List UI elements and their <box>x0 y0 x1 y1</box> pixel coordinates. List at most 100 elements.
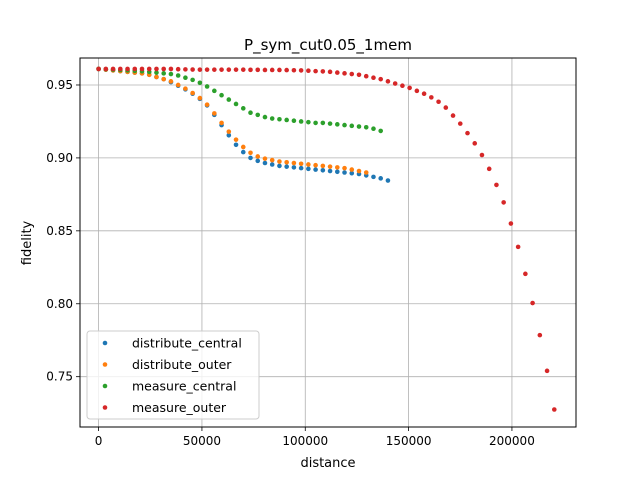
y-tick-label: 0.75 <box>46 370 73 384</box>
data-point-distribute_outer <box>262 156 268 161</box>
data-point-distribute_central <box>269 162 275 167</box>
data-point-distribute_outer <box>204 102 210 107</box>
data-point-measure_central <box>233 101 239 107</box>
data-point-measure_central <box>240 106 246 111</box>
data-point-measure_outer <box>327 69 333 75</box>
data-point-measure_outer <box>407 85 412 91</box>
data-point-distribute_outer <box>161 76 166 82</box>
data-point-measure_outer <box>400 83 405 89</box>
data-point-measure_outer <box>385 79 391 84</box>
data-point-distribute_central <box>291 165 297 170</box>
data-point-measure_outer <box>486 166 492 172</box>
data-point-measure_central <box>161 71 166 76</box>
series-measure_outer <box>96 66 557 412</box>
data-point-measure_outer <box>537 332 543 338</box>
y-tick-label: 0.85 <box>46 224 73 238</box>
data-point-measure_outer <box>457 121 463 126</box>
data-point-distribute_outer <box>349 167 355 172</box>
data-point-measure_central <box>342 122 347 128</box>
data-point-measure_outer <box>139 66 145 72</box>
data-point-measure_outer <box>219 67 224 72</box>
legend-label-distribute_outer: distribute_outer <box>132 357 232 372</box>
data-point-distribute_outer <box>240 144 246 150</box>
data-point-distribute_outer <box>277 159 282 164</box>
data-point-measure_outer <box>277 67 282 73</box>
data-point-measure_outer <box>320 69 326 74</box>
data-point-measure_central <box>349 123 355 129</box>
data-point-distribute_outer <box>342 165 347 171</box>
data-point-measure_central <box>219 92 224 98</box>
data-point-measure_outer <box>212 67 217 72</box>
data-point-measure_outer <box>204 67 210 72</box>
x-tick-label: 100000 <box>282 434 328 448</box>
x-axis-label: distance <box>300 456 355 471</box>
data-point-measure_outer <box>436 99 441 105</box>
y-tick-label: 0.90 <box>46 151 73 165</box>
data-point-distribute_outer <box>154 74 159 80</box>
legend-marker-distribute_central <box>102 340 108 346</box>
data-point-measure_outer <box>197 67 203 72</box>
data-point-measure_outer <box>508 221 514 226</box>
data-point-measure_central <box>313 120 318 126</box>
data-point-measure_outer <box>118 66 123 72</box>
data-point-measure_outer <box>161 66 166 72</box>
data-point-distribute_central <box>349 170 355 176</box>
data-point-measure_outer <box>125 66 130 72</box>
data-point-distribute_central <box>262 160 268 166</box>
legend-marker-distribute_outer <box>102 362 108 367</box>
data-point-distribute_outer <box>233 137 239 142</box>
data-point-measure_outer <box>371 75 376 80</box>
data-point-measure_central <box>284 117 289 123</box>
data-point-measure_outer <box>392 81 398 86</box>
data-point-measure_outer <box>515 244 521 250</box>
data-point-distribute_central <box>327 168 333 174</box>
data-point-measure_outer <box>248 67 253 73</box>
data-point-measure_central <box>262 114 268 120</box>
data-point-distribute_central <box>277 163 282 169</box>
x-tick-label: 200000 <box>489 434 535 448</box>
data-point-distribute_central <box>306 166 311 172</box>
data-point-measure_outer <box>552 407 557 412</box>
data-point-measure_central <box>320 120 326 126</box>
data-point-measure_outer <box>154 66 159 72</box>
data-point-measure_outer <box>530 300 535 306</box>
data-point-measure_outer <box>342 71 347 76</box>
data-point-measure_outer <box>291 67 297 73</box>
data-point-measure_central <box>190 77 195 83</box>
data-point-distribute_outer <box>335 165 340 170</box>
data-point-measure_central <box>291 118 297 124</box>
data-point-measure_central <box>197 80 203 86</box>
legend-marker-measure_outer <box>102 405 108 410</box>
y-tick-label: 0.95 <box>46 78 73 92</box>
data-point-measure_outer <box>443 105 449 110</box>
data-point-distribute_central <box>298 165 304 171</box>
grid <box>80 58 576 427</box>
x-tick-label: 0 <box>95 434 103 448</box>
data-point-measure_outer <box>523 271 528 277</box>
data-point-measure_outer <box>501 200 506 205</box>
data-point-measure_outer <box>103 66 109 72</box>
data-point-measure_outer <box>429 95 434 100</box>
data-point-measure_central <box>378 128 384 134</box>
data-point-measure_central <box>255 112 261 118</box>
data-point-measure_outer <box>479 152 485 158</box>
data-point-measure_outer <box>544 368 550 374</box>
data-point-measure_outer <box>183 67 188 72</box>
data-point-distribute_outer <box>197 95 203 101</box>
data-point-distribute_central <box>342 170 347 175</box>
data-point-distribute_outer <box>306 162 311 167</box>
data-point-distribute_outer <box>219 120 224 126</box>
data-point-distribute_outer <box>313 162 318 168</box>
data-point-measure_central <box>335 122 340 127</box>
data-point-distribute_outer <box>363 170 369 175</box>
data-point-measure_central <box>226 97 232 102</box>
y-tick-label: 0.80 <box>46 297 73 311</box>
legend-box <box>86 330 260 420</box>
data-point-measure_central <box>168 71 174 77</box>
data-point-measure_central <box>212 88 217 94</box>
chart-title: P_sym_cut0.05_1mem <box>244 36 412 55</box>
data-point-measure_outer <box>349 71 355 77</box>
data-point-measure_central <box>298 119 304 124</box>
y-axis-label: fidelity <box>20 220 35 265</box>
